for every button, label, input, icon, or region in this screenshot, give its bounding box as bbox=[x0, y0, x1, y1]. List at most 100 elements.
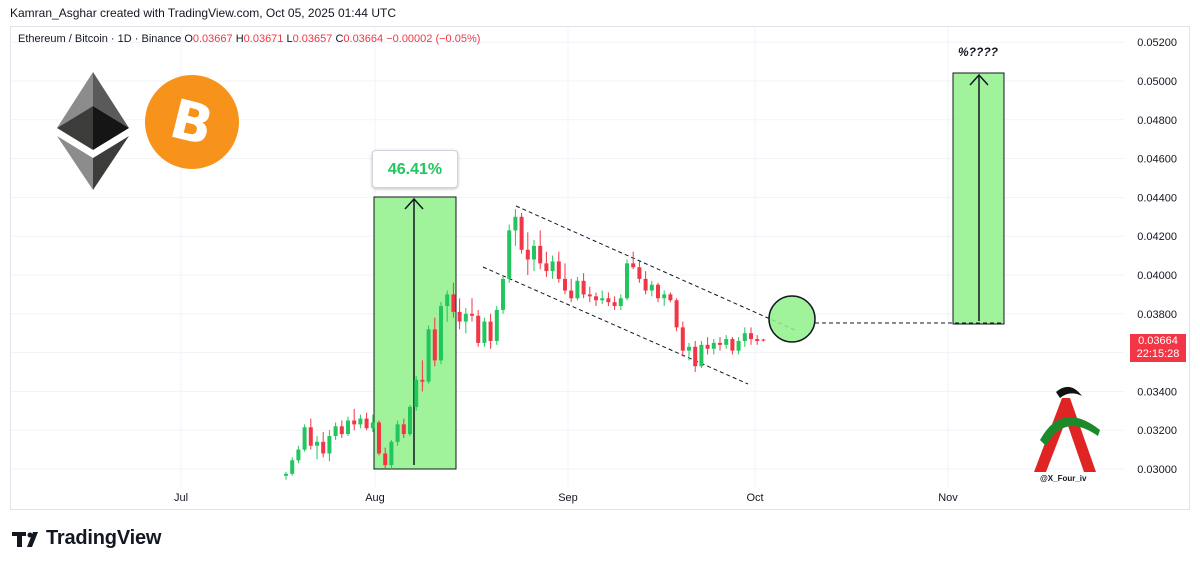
chart-legend: Ethereum / Bitcoin · 1D · Binance O0.036… bbox=[18, 33, 480, 45]
candle bbox=[377, 420, 381, 456]
candle bbox=[736, 337, 741, 355]
legend-symbol: Ethereum / Bitcoin · 1D · Binance bbox=[18, 33, 182, 45]
candle bbox=[482, 317, 487, 347]
bitcoin-logo-icon: B bbox=[145, 75, 239, 169]
candle bbox=[519, 212, 524, 254]
candle bbox=[742, 327, 747, 347]
candle bbox=[699, 340, 704, 369]
candle bbox=[606, 292, 611, 307]
candle bbox=[494, 306, 499, 345]
candle bbox=[668, 292, 673, 303]
candle bbox=[569, 278, 574, 303]
tradingview-brand[interactable]: TradingView bbox=[10, 527, 161, 550]
y-tick-label: 0.03400 bbox=[1137, 386, 1177, 398]
candle bbox=[718, 337, 722, 351]
channel-lower-line bbox=[482, 266, 749, 385]
gain-percent-label: 46.41% bbox=[372, 150, 458, 188]
candle bbox=[333, 422, 338, 440]
y-tick-label: 0.04600 bbox=[1137, 154, 1177, 166]
candle bbox=[618, 294, 623, 310]
candle bbox=[426, 325, 431, 384]
candle bbox=[414, 375, 419, 411]
ethereum-logo-icon bbox=[57, 72, 129, 190]
bar-countdown: 22:15:28 bbox=[1136, 348, 1180, 360]
candle bbox=[408, 404, 412, 437]
candle bbox=[327, 430, 332, 462]
legend-close: 0.03664 bbox=[343, 33, 384, 45]
candle bbox=[544, 251, 549, 277]
candle bbox=[724, 335, 729, 349]
breakout-circle bbox=[768, 295, 816, 343]
candle bbox=[525, 232, 530, 275]
candle bbox=[625, 259, 629, 301]
legend-open: 0.03667 bbox=[192, 33, 233, 45]
candle bbox=[513, 209, 518, 246]
candle bbox=[631, 251, 636, 270]
candle bbox=[594, 292, 598, 307]
legend-high: 0.03671 bbox=[243, 33, 284, 45]
legend-high-label: H bbox=[235, 33, 244, 45]
candle bbox=[711, 339, 716, 355]
candle bbox=[463, 307, 468, 334]
candle bbox=[445, 290, 450, 322]
chart-frame[interactable] bbox=[10, 26, 1190, 510]
candle bbox=[755, 335, 760, 345]
legend-open-label: O bbox=[184, 33, 193, 45]
target-arrow-head bbox=[969, 73, 989, 86]
y-axis: 0.05200 0.05000 0.04800 0.04600 0.04400 0.042… bbox=[1137, 37, 1177, 476]
y-tick-label: 0.03200 bbox=[1137, 425, 1177, 437]
target-percent-label: %???? bbox=[958, 45, 998, 59]
candle bbox=[451, 282, 456, 318]
y-tick-label: 0.04000 bbox=[1137, 270, 1177, 282]
candle bbox=[674, 298, 679, 332]
candle bbox=[290, 457, 295, 476]
candle bbox=[439, 302, 443, 365]
legend-change: −0.00002 (−0.05%) bbox=[386, 33, 481, 45]
author-handle: @X_Four_iv bbox=[1040, 474, 1087, 483]
candle bbox=[364, 412, 369, 431]
candle bbox=[457, 298, 462, 330]
candle bbox=[538, 230, 543, 270]
candle bbox=[643, 271, 648, 295]
candle bbox=[581, 273, 586, 299]
candle bbox=[420, 360, 425, 392]
candle bbox=[563, 263, 567, 295]
candlestick-series bbox=[284, 209, 766, 480]
last-price-value: 0.03664 bbox=[1138, 335, 1178, 347]
candle bbox=[662, 290, 667, 307]
candle bbox=[507, 224, 512, 283]
candle bbox=[693, 340, 698, 372]
channel-upper-line bbox=[515, 205, 796, 331]
y-tick-label: 0.03000 bbox=[1137, 464, 1177, 476]
candle bbox=[587, 286, 592, 303]
y-tick-label: 0.05200 bbox=[1137, 37, 1177, 49]
candle bbox=[395, 420, 400, 446]
candle bbox=[730, 337, 735, 355]
x-tick-label: Jul bbox=[174, 492, 188, 504]
legend-close-label: C bbox=[335, 33, 344, 45]
x-tick-label: Oct bbox=[746, 492, 763, 504]
candle bbox=[308, 418, 313, 450]
y-tick-label: 0.04200 bbox=[1137, 231, 1177, 243]
candle bbox=[476, 309, 481, 347]
candle bbox=[346, 416, 350, 437]
candle bbox=[321, 432, 326, 458]
candle bbox=[302, 424, 307, 452]
gain-highlight-box bbox=[373, 196, 457, 470]
x-tick-label: Nov bbox=[938, 492, 958, 504]
candle bbox=[680, 321, 685, 357]
candle bbox=[352, 408, 357, 431]
last-price-tag: 0.03664 22:15:28 bbox=[1130, 334, 1186, 362]
candle bbox=[705, 337, 710, 355]
candle bbox=[432, 317, 437, 367]
candle bbox=[656, 282, 660, 303]
tradingview-brand-text: TradingView bbox=[46, 527, 162, 549]
y-tick-label: 0.05000 bbox=[1137, 76, 1177, 88]
candle bbox=[401, 418, 406, 438]
candle bbox=[470, 298, 474, 322]
x-tick-label: Aug bbox=[365, 492, 385, 504]
candle bbox=[389, 439, 394, 469]
tradingview-logo-icon bbox=[12, 532, 38, 547]
candle bbox=[501, 275, 505, 314]
